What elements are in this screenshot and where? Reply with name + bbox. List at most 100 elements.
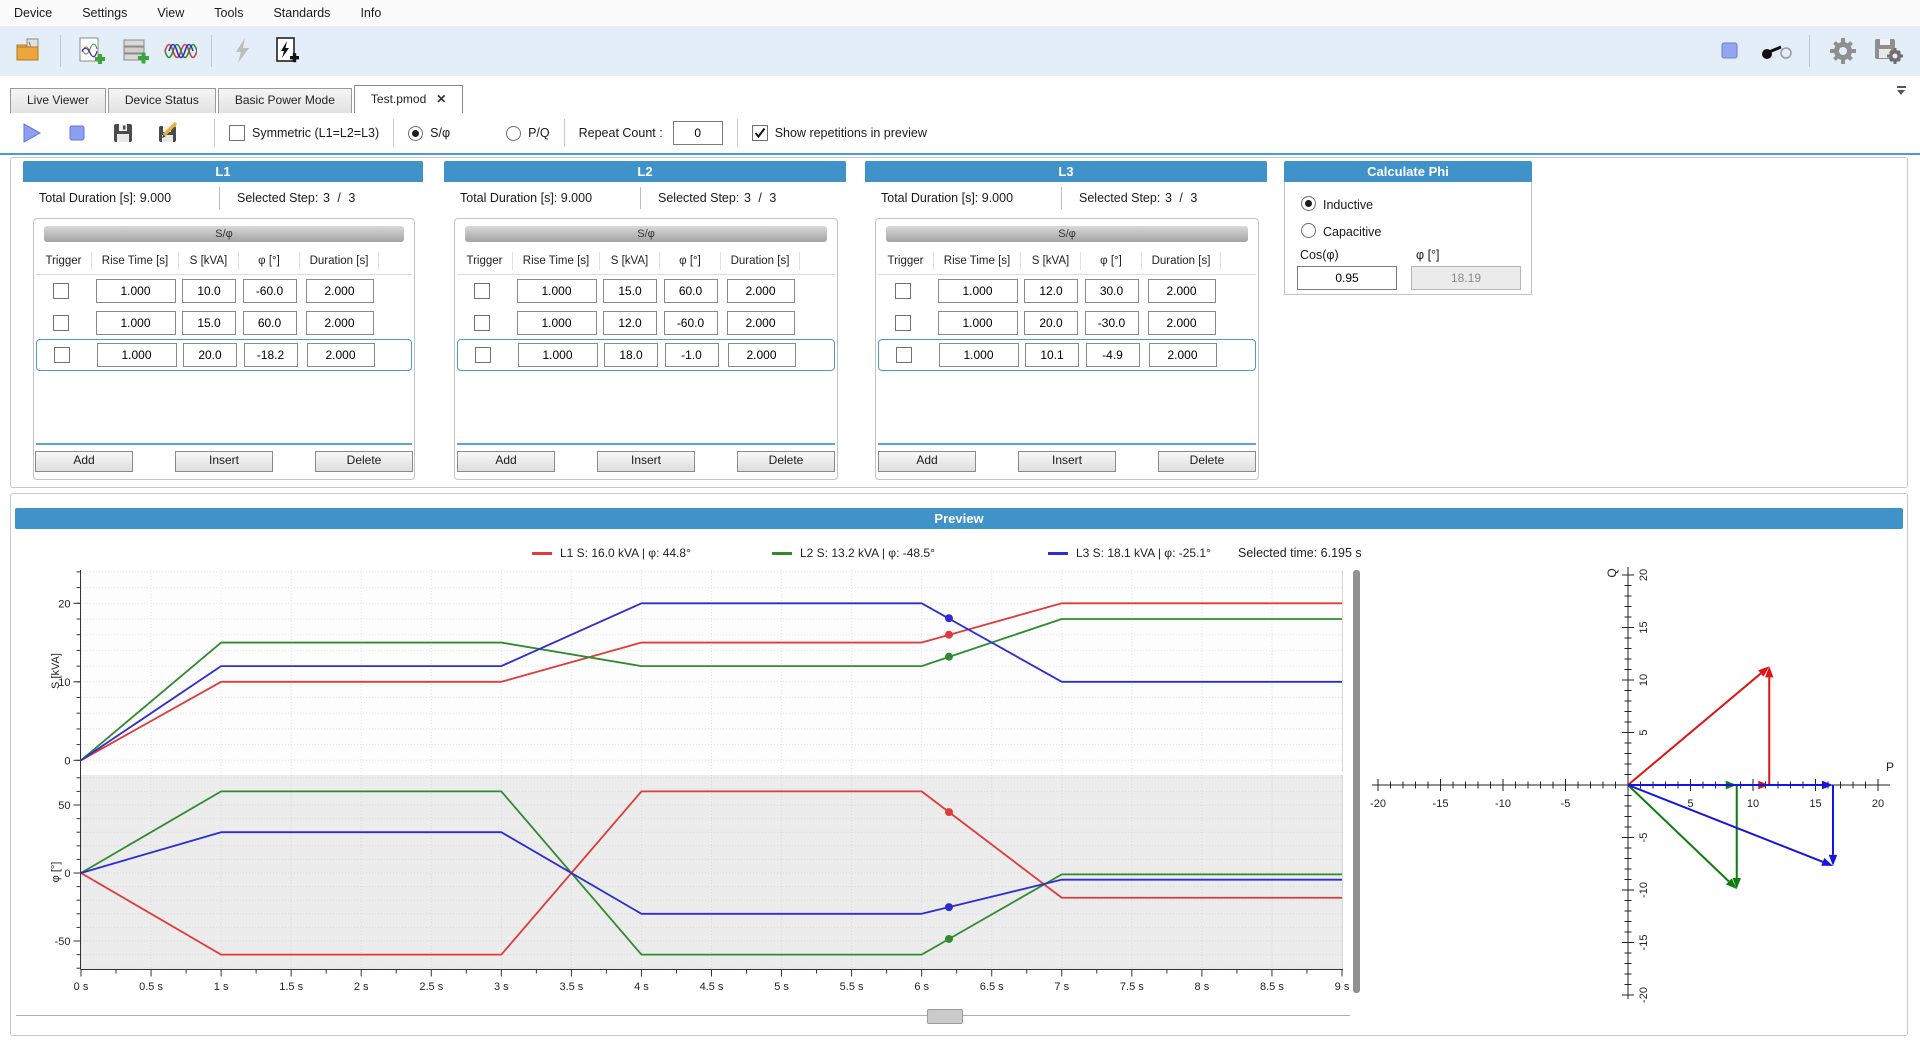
new-flash-file-icon[interactable] (270, 34, 304, 68)
save-as-icon[interactable] (154, 118, 184, 148)
trigger-checkbox[interactable] (474, 347, 491, 363)
s-kva-input[interactable] (183, 343, 237, 367)
inductive-radio[interactable] (1301, 196, 1316, 211)
phi-input[interactable] (243, 343, 298, 367)
tab-test-pmod[interactable]: Test.pmod ✕ (353, 85, 464, 113)
rise-time-input[interactable] (937, 279, 1018, 303)
s-kva-input[interactable] (1024, 279, 1078, 303)
waveform-icon[interactable] (163, 34, 197, 68)
trigger-checkbox[interactable] (895, 347, 912, 363)
settings-gear-icon[interactable] (1826, 34, 1860, 68)
phi-input[interactable] (242, 279, 297, 303)
table-row[interactable] (878, 275, 1256, 307)
sphi-radio[interactable] (408, 125, 424, 141)
menu-tools[interactable]: Tools (214, 6, 244, 20)
table-row-selected[interactable] (878, 339, 1256, 371)
duration-input[interactable] (1148, 343, 1217, 367)
add-button[interactable]: Add (878, 451, 976, 472)
trigger-checkbox[interactable] (53, 347, 70, 363)
add-button[interactable]: Add (457, 451, 555, 472)
capacitive-option[interactable]: Capacitive (1301, 223, 1381, 239)
table-row[interactable] (457, 275, 835, 307)
rise-time-input[interactable] (938, 343, 1019, 367)
phi-input[interactable] (663, 279, 718, 303)
delete-button[interactable]: Delete (315, 451, 413, 472)
capacitive-radio[interactable] (1301, 223, 1316, 238)
duration-input[interactable] (305, 279, 374, 303)
phi-input[interactable] (1084, 311, 1139, 335)
tab-list-icon[interactable] (1896, 86, 1908, 96)
new-table-icon[interactable] (119, 34, 153, 68)
s-kva-input[interactable] (603, 279, 657, 303)
tab-device-status[interactable]: Device Status (107, 88, 216, 113)
insert-button[interactable]: Insert (597, 451, 695, 472)
duration-input[interactable] (305, 311, 374, 335)
probe-toggle-icon[interactable] (1759, 34, 1793, 68)
menu-info[interactable]: Info (360, 6, 382, 20)
duration-input[interactable] (726, 311, 795, 335)
s-kva-input[interactable] (1025, 343, 1079, 367)
menu-standards[interactable]: Standards (273, 6, 331, 20)
rise-time-input[interactable] (96, 343, 177, 367)
delete-button[interactable]: Delete (737, 451, 835, 472)
table-row-selected[interactable] (36, 339, 412, 371)
trigger-checkbox[interactable] (473, 315, 490, 331)
add-button[interactable]: Add (35, 451, 133, 472)
tab-basic-power-mode[interactable]: Basic Power Mode (217, 88, 352, 113)
trigger-checkbox[interactable] (894, 283, 911, 299)
s-kva-input[interactable] (604, 343, 658, 367)
rise-time-input[interactable] (95, 311, 176, 335)
trigger-checkbox[interactable] (894, 315, 911, 331)
table-row-selected[interactable] (457, 339, 835, 371)
rise-time-input[interactable] (517, 343, 598, 367)
s-kva-input[interactable] (182, 279, 236, 303)
play-icon[interactable] (16, 118, 46, 148)
phi-input[interactable] (663, 311, 718, 335)
s-kva-input[interactable] (1024, 311, 1078, 335)
open-curve-file-icon[interactable] (12, 34, 46, 68)
cos-phi-input[interactable] (1297, 266, 1397, 290)
trigger-checkbox[interactable] (52, 283, 69, 299)
trigger-checkbox[interactable] (473, 283, 490, 299)
symmetric-checkbox[interactable] (229, 125, 245, 141)
stop-square-icon[interactable] (1713, 34, 1747, 68)
duration-input[interactable] (727, 343, 796, 367)
rise-time-input[interactable] (516, 311, 597, 335)
insert-button[interactable]: Insert (1018, 451, 1116, 472)
table-row[interactable] (878, 307, 1256, 339)
delete-button[interactable]: Delete (1158, 451, 1256, 472)
table-row[interactable] (457, 307, 835, 339)
duration-input[interactable] (306, 343, 375, 367)
s-kva-input[interactable] (603, 311, 657, 335)
phi-input[interactable] (664, 343, 719, 367)
save-settings-icon[interactable] (1872, 34, 1906, 68)
menu-device[interactable]: Device (14, 6, 53, 20)
stop-icon[interactable] (62, 118, 92, 148)
insert-button[interactable]: Insert (175, 451, 273, 472)
save-icon[interactable] (108, 118, 138, 148)
rise-time-input[interactable] (95, 279, 176, 303)
trigger-checkbox[interactable] (52, 315, 69, 331)
menu-view[interactable]: View (157, 6, 185, 20)
time-slider-handle[interactable] (927, 1009, 963, 1024)
time-slider-track[interactable] (16, 1015, 1350, 1016)
phi-input[interactable] (1085, 343, 1140, 367)
chart-splitter[interactable] (1353, 570, 1360, 993)
menu-settings[interactable]: Settings (82, 6, 128, 20)
pq-radio[interactable] (506, 125, 522, 141)
table-row[interactable] (36, 307, 412, 339)
duration-input[interactable] (1147, 311, 1216, 335)
tab-close-icon[interactable]: ✕ (436, 92, 447, 106)
rise-time-input[interactable] (516, 279, 597, 303)
phi-input[interactable] (242, 311, 297, 335)
table-row[interactable] (36, 275, 412, 307)
repeat-count-input[interactable] (672, 121, 723, 145)
s-kva-input[interactable] (182, 311, 236, 335)
duration-input[interactable] (726, 279, 795, 303)
new-curve-icon[interactable] (75, 34, 109, 68)
inductive-option[interactable]: Inductive (1301, 196, 1373, 212)
rise-time-input[interactable] (937, 311, 1018, 335)
tab-live-viewer[interactable]: Live Viewer (10, 88, 106, 113)
duration-input[interactable] (1147, 279, 1216, 303)
phi-input[interactable] (1084, 279, 1139, 303)
